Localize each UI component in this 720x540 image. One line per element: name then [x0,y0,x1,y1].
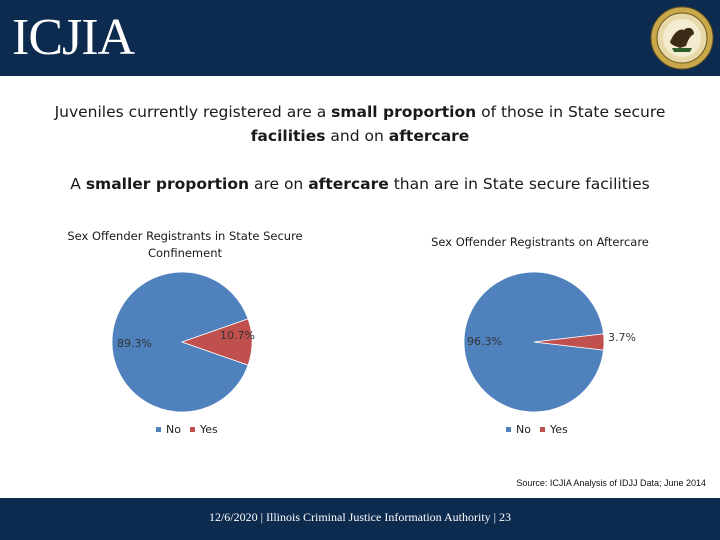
data-label-no: 96.3% [467,335,502,348]
source-note: Source: ICJIA Analysis of IDJJ Data; Jun… [516,478,706,488]
pie-chart-confinement: 89.3% 10.7% [111,271,255,413]
footer-text: 12/6/2020 | Illinois Criminal Justice In… [208,510,512,524]
chart-title-confinement: Sex Offender Registrants in State Secure… [67,229,303,260]
data-label-no: 89.3% [117,337,152,350]
pie-slice-no [111,271,249,413]
legend-label-no: No [166,423,181,436]
pie-slice-yes [533,333,605,351]
header-bar: ICJIA [0,0,720,76]
legend-swatch-no [156,427,161,432]
headline-2: A smaller proportion are on aftercare th… [70,175,650,193]
data-label-yes: 3.7% [608,331,636,344]
legend-swatch-yes [189,427,195,432]
chart-title-aftercare: Sex Offender Registrants on Aftercare [431,235,649,249]
legend-swatch-yes [539,427,545,432]
legend-label-yes: Yes [549,423,568,436]
icjia-logo: ICJIA [12,9,135,66]
pie-chart-aftercare: 96.3% 3.7% [463,271,636,413]
headline-1: Juveniles currently registered are a sma… [54,103,666,145]
pie-slice-yes [180,318,253,366]
legend-confinement: No Yes [156,423,218,436]
legend-swatch-no [506,427,511,432]
legend-aftercare: No Yes [506,423,568,436]
data-label-yes: 10.7% [220,329,255,342]
legend-label-yes: Yes [199,423,218,436]
legend-label-no: No [516,423,531,436]
footer-bar [0,498,720,540]
pie-slice-no [463,271,604,413]
state-seal-icon [650,6,714,70]
